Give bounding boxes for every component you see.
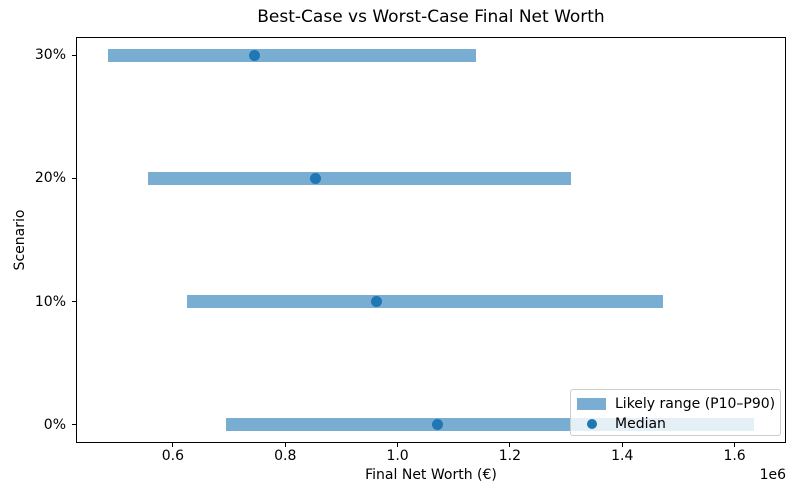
- x-axis-offset-label: 1e6: [759, 467, 786, 483]
- y-tick-mark: [72, 301, 76, 302]
- x-tick-mark: [734, 443, 736, 447]
- y-tick-mark: [72, 54, 76, 56]
- y-tick-mark: [72, 424, 76, 426]
- range-bar: [186, 295, 663, 308]
- x-tick-label: 1.2: [498, 448, 522, 464]
- y-axis-label: Scenario: [12, 209, 28, 271]
- median-dot: [370, 296, 382, 307]
- x-tick-mark: [509, 443, 511, 447]
- x-axis-label: Final Net Worth (€): [365, 467, 497, 483]
- legend-entry-median: Median: [577, 414, 780, 434]
- legend-median-handle: [577, 419, 606, 429]
- legend-entry-range: Likely range (P10–P90): [577, 394, 780, 414]
- median-dot: [248, 49, 260, 61]
- median-dot: [431, 419, 443, 431]
- y-tick-label: 30%: [34, 47, 66, 64]
- x-tick-label: 1.0: [386, 448, 409, 464]
- x-tick-label: 0.6: [161, 448, 185, 464]
- x-tick-label: 1.6: [723, 448, 746, 464]
- x-tick-mark: [397, 443, 399, 447]
- range-bar: [108, 48, 477, 62]
- plot-area: [76, 37, 786, 443]
- median-dot: [309, 172, 321, 184]
- y-tick-mark: [72, 177, 76, 179]
- x-tick-label: 1.4: [611, 448, 634, 464]
- x-tick-mark: [284, 443, 286, 447]
- chart-title: Best-Case vs Worst-Case Final Net Worth: [257, 7, 605, 27]
- range-bar: [147, 171, 571, 185]
- range-bar-swatch-icon: [577, 398, 606, 410]
- legend-label-range: Likely range (P10–P90): [615, 396, 776, 412]
- x-tick-mark: [172, 443, 174, 447]
- y-tick-label: 20%: [34, 170, 66, 187]
- x-tick-mark: [621, 443, 623, 447]
- legend: Likely range (P10–P90) Median: [570, 389, 781, 436]
- median-dot-swatch-icon: [586, 419, 597, 429]
- y-tick-label: 10%: [34, 293, 66, 310]
- x-tick-label: 0.8: [274, 448, 297, 464]
- y-tick-label: 0%: [43, 416, 66, 433]
- legend-label-median: Median: [615, 416, 666, 432]
- legend-range-handle: [577, 398, 606, 410]
